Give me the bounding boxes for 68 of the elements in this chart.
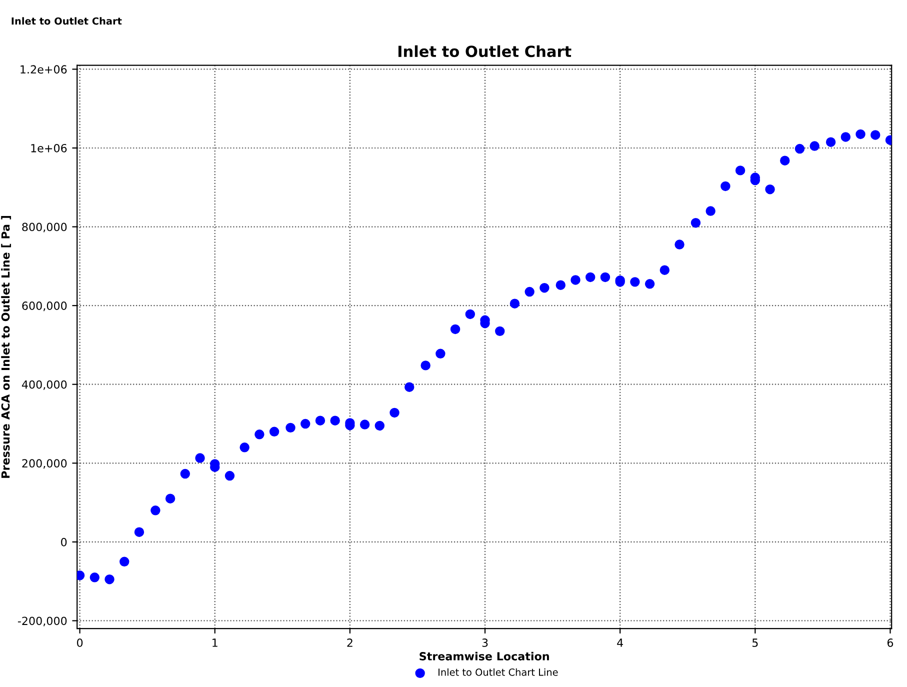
point bbox=[780, 156, 790, 166]
point bbox=[404, 382, 414, 392]
point bbox=[720, 181, 730, 192]
point bbox=[630, 277, 640, 287]
point bbox=[556, 280, 566, 290]
point bbox=[586, 272, 596, 282]
point bbox=[150, 506, 160, 516]
point bbox=[180, 468, 190, 479]
point bbox=[254, 430, 264, 440]
text: Inlet to Outlet Chart bbox=[12, 17, 122, 25]
y-tick-label: 600,000 bbox=[22, 302, 67, 312]
x-axis-title: Streamwise Location bbox=[420, 652, 549, 660]
point bbox=[690, 218, 701, 228]
y-tick-label: 0 bbox=[61, 538, 67, 546]
point bbox=[826, 137, 836, 147]
point bbox=[240, 442, 250, 452]
x-tick-label: 5 bbox=[752, 638, 758, 647]
point bbox=[90, 572, 100, 582]
point bbox=[495, 326, 505, 336]
point bbox=[300, 418, 310, 429]
point bbox=[330, 416, 340, 426]
point bbox=[360, 420, 370, 430]
y-tick-label: 200,000 bbox=[22, 459, 67, 469]
y-tick-label: -200,000 bbox=[18, 616, 67, 626]
point bbox=[436, 348, 446, 358]
point bbox=[840, 132, 851, 142]
point bbox=[420, 360, 430, 370]
point bbox=[644, 279, 655, 289]
legend-label: Inlet to Outlet Chart Line bbox=[438, 668, 558, 676]
point bbox=[390, 408, 400, 418]
point bbox=[706, 206, 716, 216]
x-tick-label: 6 bbox=[887, 638, 894, 647]
point bbox=[374, 420, 385, 431]
point bbox=[660, 265, 670, 275]
point bbox=[870, 130, 880, 140]
x-tick-label: 0 bbox=[76, 638, 83, 647]
point bbox=[165, 494, 176, 504]
point bbox=[269, 426, 280, 436]
point bbox=[120, 556, 130, 566]
point bbox=[600, 272, 610, 282]
x-tick-label: 4 bbox=[617, 638, 623, 647]
point bbox=[810, 141, 820, 151]
point bbox=[540, 282, 550, 293]
point bbox=[315, 416, 326, 426]
point bbox=[735, 166, 746, 176]
point bbox=[104, 574, 114, 584]
y-tick-label: 1e+06 bbox=[31, 144, 67, 152]
y-tick-label: 800,000 bbox=[22, 222, 67, 232]
point bbox=[224, 470, 235, 481]
y-tick-label: 400,000 bbox=[22, 380, 67, 390]
point bbox=[134, 527, 144, 537]
point bbox=[794, 144, 805, 154]
point bbox=[674, 240, 684, 250]
y-tick-label: 1.2e+06 bbox=[20, 65, 67, 74]
chart-title: Inlet to Outlet Chart bbox=[398, 45, 572, 58]
x-tick-label: 2 bbox=[347, 638, 352, 647]
point bbox=[856, 129, 866, 140]
y-axis-title: Pressure ACA on Inlet to Outlet Line [ Pa ] bbox=[1, 216, 12, 478]
x-tick-label: 1 bbox=[212, 638, 218, 647]
point bbox=[524, 286, 534, 297]
x-tick-label: 3 bbox=[482, 638, 488, 647]
point bbox=[510, 298, 520, 308]
point bbox=[570, 275, 580, 285]
point bbox=[286, 422, 296, 433]
point bbox=[195, 453, 205, 463]
point bbox=[465, 309, 476, 320]
point bbox=[450, 324, 460, 334]
point bbox=[765, 184, 775, 194]
